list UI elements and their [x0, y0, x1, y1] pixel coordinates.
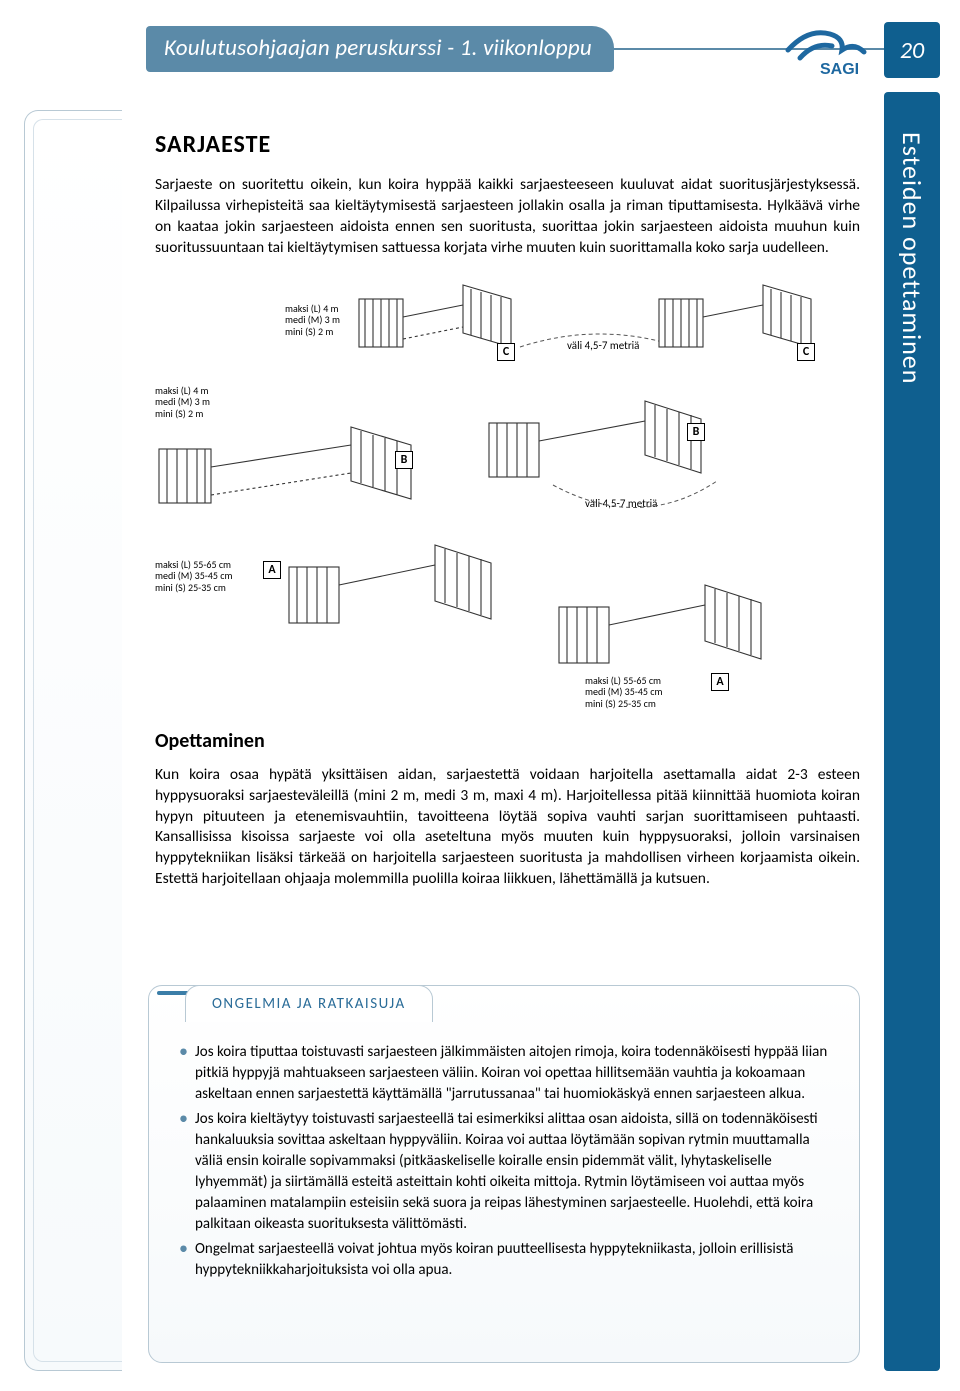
problems-title: ONGELMIA JA RATKAISUJA: [185, 985, 433, 1022]
left-decor-frame: [24, 110, 122, 1371]
label-c-dims: maksi (L) 4 m medi (M) 3 m mini (S) 2 m: [285, 303, 340, 338]
problem-item: Jos koira tiputtaa toistuvasti sarjaeste…: [179, 1042, 833, 1105]
intro-paragraph: Sarjaeste on suoritettu oikein, kun koir…: [155, 175, 860, 259]
fence-c-left: [355, 277, 515, 359]
label-b-dims: maksi (L) 4 m medi (M) 3 m mini (S) 2 m: [155, 385, 210, 420]
tag-c-right: C: [797, 343, 815, 361]
heading-opettaminen: Opettaminen: [155, 729, 860, 753]
left-decor-frame-inner: [33, 119, 122, 1362]
problems-list: Jos koira tiputtaa toistuvasti sarjaeste…: [149, 986, 859, 1309]
tag-b-left: B: [395, 451, 413, 469]
tag-b-right: B: [687, 423, 705, 441]
side-stripe-text: Esteiden opettaminen: [896, 132, 928, 384]
tag-c-left: C: [497, 343, 515, 361]
fence-a-left: [285, 537, 495, 631]
problem-item: Jos koira kieltäytyy toistuvasti sarjaes…: [179, 1109, 833, 1235]
page-number: 20: [884, 22, 940, 78]
problem-item: Ongelmat sarjaesteellä voivat johtua myö…: [179, 1239, 833, 1281]
tag-a-left: A: [263, 561, 281, 579]
heading-sarjaeste: SARJAESTE: [155, 130, 860, 159]
logo: SAGI: [780, 22, 872, 78]
page: Koulutusohjaajan peruskurssi - 1. viikon…: [0, 0, 960, 1391]
diagram: maksi (L) 4 m medi (M) 3 m mini (S) 2 m …: [155, 277, 860, 707]
tag-a-right: A: [711, 673, 729, 691]
fence-b-left: [155, 417, 415, 509]
label-a-left: maksi (L) 55-65 cm medi (M) 35-45 cm min…: [155, 559, 232, 594]
arc-b: [545, 477, 725, 527]
fence-c-right: [655, 277, 815, 359]
header-rule: [612, 48, 930, 50]
label-a-right: maksi (L) 55-65 cm medi (M) 35-45 cm min…: [585, 675, 662, 710]
fence-a-right: [555, 577, 765, 671]
fence-b-right: [485, 393, 705, 485]
header-title: Koulutusohjaajan peruskurssi - 1. viikon…: [146, 26, 614, 72]
logo-text: SAGI: [820, 61, 859, 78]
problems-box: ONGELMIA JA RATKAISUJA Jos koira tiputta…: [148, 985, 860, 1363]
opettaminen-paragraph: Kun koira osaa hypätä yksittäisen aidan,…: [155, 765, 860, 891]
side-stripe: Esteiden opettaminen: [884, 92, 940, 1371]
